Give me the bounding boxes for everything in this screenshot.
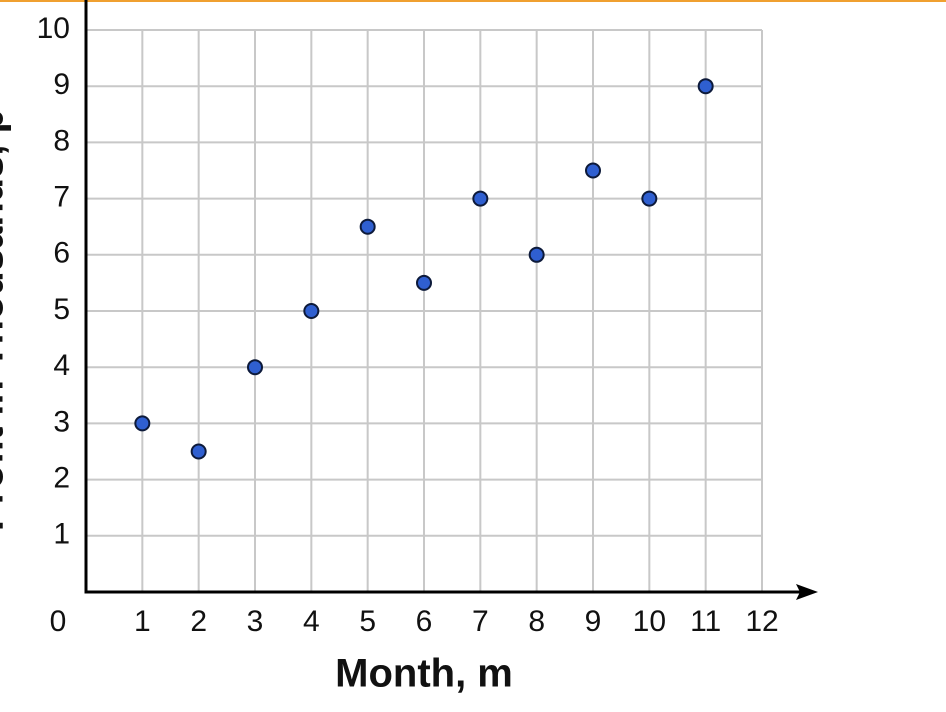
x-tick-label: 7 (472, 605, 489, 638)
x-tick-label: 11 (690, 605, 721, 638)
data-point (416, 274, 432, 291)
data-point (303, 303, 320, 319)
x-tick-label: 1 (134, 605, 151, 638)
x-tick-label: 2 (190, 605, 207, 638)
data-point (641, 190, 658, 207)
x-tick-label: 4 (303, 605, 320, 638)
x-tick-label: 9 (585, 605, 602, 638)
top-border (0, 0, 946, 2)
x-axis-label: Month, m (335, 652, 513, 696)
y-tick-label: 4 (53, 349, 70, 382)
x-tick-label: 3 (247, 605, 264, 638)
y-tick-label: 10 (37, 12, 70, 45)
y-tick-label: 5 (53, 293, 70, 326)
origin-label: 0 (50, 605, 67, 638)
data-point (190, 443, 207, 460)
x-axis-arrow (796, 584, 818, 600)
data-point (528, 246, 545, 263)
data-point (359, 218, 376, 235)
y-tick-label: 7 (53, 181, 70, 214)
data-point (697, 78, 714, 95)
y-tick-label: 8 (53, 124, 70, 157)
x-tick-label: 12 (745, 605, 778, 638)
x-tick-label: 10 (633, 605, 666, 638)
data-point (134, 415, 151, 432)
y-tick-label: 1 (53, 518, 70, 551)
data-point (472, 190, 489, 207)
y-tick-label: 2 (53, 462, 70, 495)
y-axis-label: Profit in Thousands, p (0, 109, 12, 531)
x-tick-label: 8 (528, 605, 545, 638)
x-tick-label: 5 (359, 605, 376, 638)
data-point (585, 162, 601, 179)
y-tick-label: 6 (53, 237, 70, 270)
y-tick-label: 9 (53, 68, 70, 101)
data-point (247, 359, 263, 376)
y-tick-label: 3 (53, 405, 70, 438)
x-tick-label: 6 (416, 605, 433, 638)
